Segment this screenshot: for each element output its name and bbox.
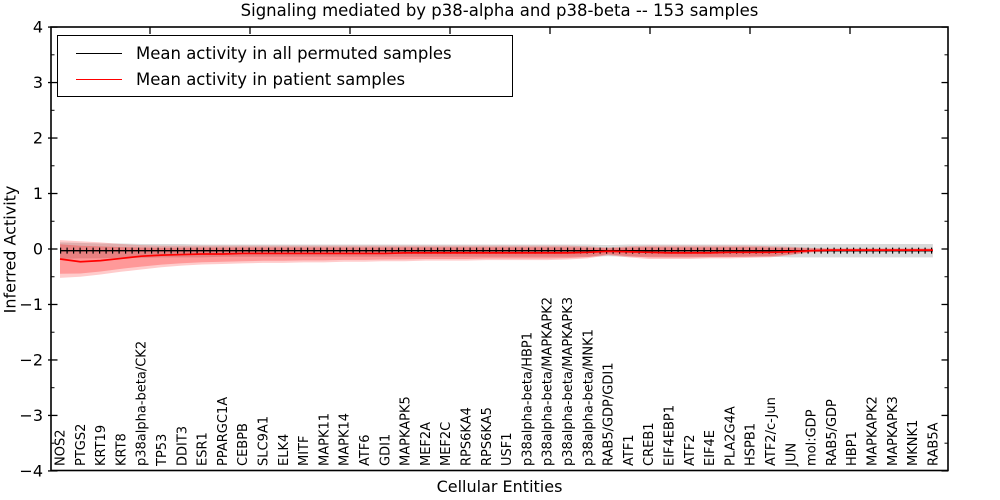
- x-tick-label: RAB5A: [926, 422, 941, 466]
- x-tick-label: HSPB1: [744, 423, 759, 466]
- x-tick-label: GDI1: [378, 434, 393, 466]
- x-tick-label: PTGS2: [74, 424, 89, 466]
- patient-std-band-outer: [60, 240, 933, 278]
- x-tick-label: MAPK11: [317, 413, 332, 466]
- y-tick-label: −1: [19, 295, 43, 314]
- x-tick-label: MEF2A: [419, 422, 434, 466]
- y-tick-label: −3: [19, 406, 43, 425]
- y-axis-label: Inferred Activity: [0, 185, 20, 314]
- x-tick-label: KRT19: [94, 425, 109, 466]
- x-tick-label: MITF: [297, 436, 312, 466]
- legend-label-patient: Mean activity in patient samples: [136, 69, 406, 89]
- y-tick-label: −4: [19, 461, 43, 480]
- x-tick-label: p38alpha-beta/CK2: [135, 341, 150, 466]
- y-tick-label: 0: [33, 240, 43, 259]
- x-tick-label: MAPKAPK2: [866, 396, 881, 466]
- patient-std-band-inner: [60, 244, 933, 274]
- x-tick-label: MAPK14: [338, 413, 353, 466]
- x-tick-label: ELK4: [277, 434, 292, 466]
- x-tick-label: CREB1: [642, 422, 657, 466]
- x-tick-label: MKNK1: [906, 420, 921, 466]
- x-tick-label: ATF2/c-Jun: [764, 397, 779, 466]
- x-tick-label: MAPKAPK3: [886, 396, 901, 466]
- x-tick-label: p38alpha-beta/MNK1: [581, 329, 596, 466]
- y-tick-label: −2: [19, 350, 43, 369]
- x-tick-label: TP53: [155, 434, 170, 467]
- x-tick-label: mol:GDP: [805, 409, 820, 466]
- x-tick-label: p38alpha-beta/MAPKAPK2: [541, 297, 556, 466]
- x-tick-label: DDIT3: [175, 426, 190, 466]
- legend-item-permuted: Mean activity in all permuted samples: [68, 41, 512, 65]
- x-tick-label: HBP1: [845, 431, 860, 466]
- x-tick-label: PPARGC1A: [216, 397, 231, 466]
- legend-line-red-icon: [76, 78, 122, 80]
- x-tick-label: RPS6KA4: [460, 407, 475, 466]
- x-tick-label: ESR1: [196, 432, 211, 466]
- x-tick-label: RAB5/GDP: [825, 399, 840, 466]
- y-tick-label: 2: [33, 129, 43, 148]
- x-tick-label: EIF4EBP1: [663, 405, 678, 466]
- x-tick-label: EIF4E: [703, 430, 718, 466]
- x-tick-label: NOS2: [54, 430, 69, 466]
- x-tick-label: RAB5/GDP/GDI1: [602, 363, 617, 466]
- x-tick-label: CEBPB: [236, 423, 251, 466]
- x-tick-label: ATF2: [683, 434, 698, 466]
- legend: Mean activity in all permuted samples Me…: [57, 35, 513, 97]
- chart-title: Signaling mediated by p38-alpha and p38-…: [240, 1, 759, 20]
- x-tick-label: p38alpha-beta/HBP1: [520, 332, 535, 466]
- x-tick-label: RPS6KA5: [480, 407, 495, 466]
- x-tick-label: PLA2G4A: [723, 406, 738, 466]
- y-tick-label: 1: [33, 184, 43, 203]
- x-tick-label: JUN: [784, 443, 799, 467]
- patient-mean-line: [59, 249, 933, 263]
- x-tick-label: ATF6: [358, 434, 373, 466]
- x-tick-label: USF1: [500, 432, 515, 466]
- x-tick-label: ATF1: [622, 434, 637, 466]
- legend-label-permuted: Mean activity in all permuted samples: [136, 43, 452, 63]
- x-tick-label: KRT8: [114, 433, 129, 466]
- x-tick-label: p38alpha-beta/MAPKAPK3: [561, 297, 576, 466]
- y-tick-label: 3: [33, 73, 43, 92]
- y-tick-label: 4: [33, 18, 43, 37]
- x-tick-label: MAPKAPK5: [399, 396, 414, 466]
- legend-item-patient: Mean activity in patient samples: [68, 67, 512, 91]
- legend-line-black-icon: [76, 52, 122, 54]
- x-axis-label: Cellular Entities: [436, 477, 563, 496]
- x-tick-label: SLC9A1: [257, 416, 272, 466]
- x-tick-label: MEF2C: [439, 422, 454, 466]
